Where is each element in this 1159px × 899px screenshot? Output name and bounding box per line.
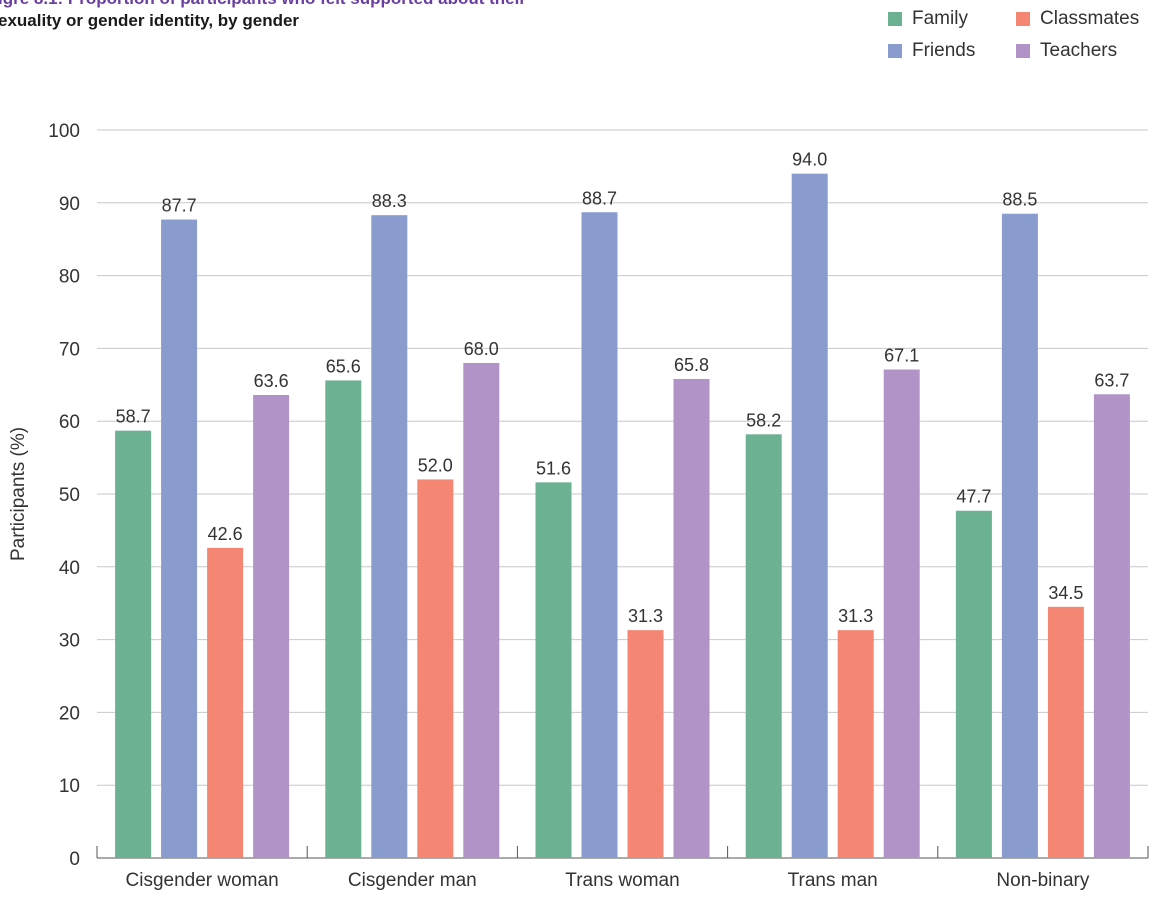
bar-teachers — [1093, 394, 1130, 858]
bar-family — [115, 430, 152, 858]
bar-friends — [791, 173, 828, 858]
x-tick-label: Trans man — [788, 870, 878, 891]
y-tick-label: 30 — [59, 631, 80, 652]
legend-item-friends: Friends — [888, 40, 975, 62]
y-tick-label: 50 — [59, 485, 80, 506]
chart-title: igre 8.1: Proportion of participants who… — [0, 0, 698, 32]
bar-value-label: 52.0 — [418, 455, 453, 475]
chart-title-line2: exuality or gender identity, by gender — [0, 11, 300, 30]
x-tick-label: Trans woman — [565, 870, 679, 891]
bar-classmates — [1047, 606, 1084, 858]
y-tick-label: 40 — [59, 558, 80, 579]
bar-value-label: 68.0 — [464, 339, 499, 359]
bar-classmates — [837, 630, 874, 858]
bar-value-label: 88.3 — [372, 191, 407, 211]
y-tick-label: 70 — [59, 339, 80, 360]
y-tick-label: 0 — [69, 849, 80, 870]
legend-swatch-classmates — [1016, 12, 1030, 26]
x-tick-label: Cisgender man — [348, 870, 477, 891]
bar-classmates — [207, 547, 244, 858]
bar-value-label: 34.5 — [1048, 583, 1083, 603]
bar-classmates — [627, 630, 664, 858]
bar-value-label: 42.6 — [208, 524, 243, 544]
bar-value-label: 65.6 — [326, 356, 361, 376]
x-tick-label: Non-binary — [996, 870, 1089, 891]
y-tick-label: 20 — [59, 703, 80, 724]
bar-value-label: 47.7 — [956, 487, 991, 507]
chart-title-line1: re 8.1: Proportion of participants who f… — [13, 0, 526, 8]
bar-value-label: 58.2 — [746, 410, 781, 430]
bar-family — [325, 380, 362, 858]
y-tick-label: 90 — [59, 194, 80, 215]
y-tick-label: 10 — [59, 776, 80, 797]
legend-label-family: Family — [912, 8, 968, 29]
y-axis-label: Participants (%) — [8, 427, 29, 561]
bar-value-label: 87.7 — [162, 196, 197, 216]
bar-friends — [161, 219, 198, 858]
bar-value-label: 31.3 — [838, 606, 873, 626]
legend-label-teachers: Teachers — [1040, 40, 1118, 61]
legend-item-classmates: Classmates — [1016, 8, 1139, 30]
bar-value-label: 63.7 — [1094, 370, 1129, 390]
legend-label-friends: Friends — [912, 40, 976, 61]
y-tick-label: 60 — [59, 412, 80, 433]
bar-teachers — [883, 369, 920, 858]
bar-teachers — [253, 394, 290, 858]
bar-value-label: 31.3 — [628, 606, 663, 626]
y-tick-label: 100 — [48, 121, 80, 142]
bar-value-label: 67.1 — [884, 346, 919, 366]
legend-item-teachers: Teachers — [1016, 40, 1117, 62]
bar-value-label: 63.6 — [254, 371, 289, 391]
bar-family — [745, 434, 782, 858]
bar-value-label: 88.5 — [1002, 190, 1037, 210]
bar-family — [535, 482, 572, 858]
bar-value-label: 58.7 — [116, 407, 151, 427]
y-tick-label: 80 — [59, 267, 80, 288]
legend-label-classmates: Classmates — [1040, 8, 1140, 29]
legend-item-family: Family — [888, 8, 968, 30]
legend-swatch-teachers — [1016, 44, 1030, 58]
legend-swatch-friends — [888, 44, 902, 58]
bar-teachers — [673, 378, 710, 858]
bar-classmates — [417, 479, 454, 858]
bar-value-label: 88.7 — [582, 188, 617, 208]
bar-friends — [371, 215, 408, 858]
x-tick-label: Cisgender woman — [126, 870, 279, 891]
bar-value-label: 94.0 — [792, 150, 827, 170]
bar-teachers — [463, 362, 500, 858]
legend-swatch-family — [888, 12, 902, 26]
bar-family — [955, 510, 992, 858]
chart-title-prefix: ig — [0, 0, 13, 8]
bar-value-label: 65.8 — [674, 355, 709, 375]
bar-friends — [581, 212, 618, 858]
chart-legend: Family Friends Classmates Teachers — [888, 8, 1148, 68]
bar-friends — [1001, 213, 1038, 859]
bar-value-label: 51.6 — [536, 458, 571, 478]
